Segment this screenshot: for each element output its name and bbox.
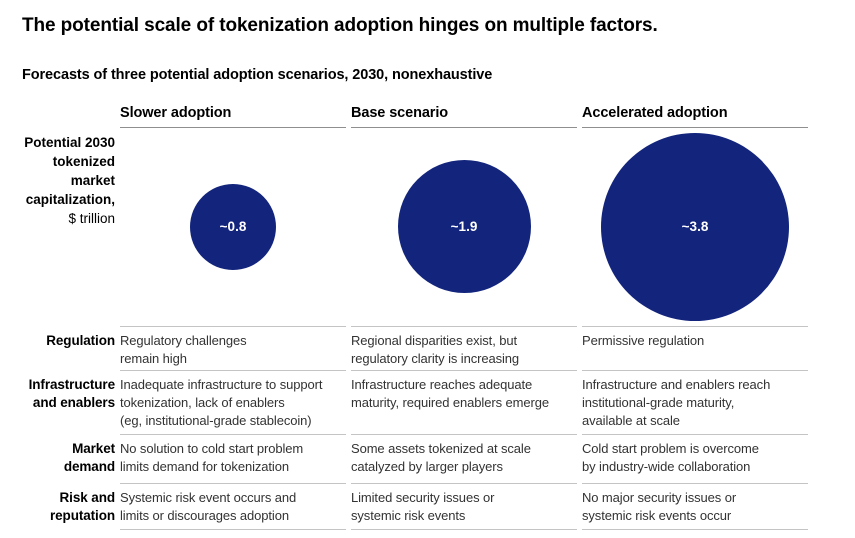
row-label-infrastructure: Infrastructure and enablers <box>28 376 115 410</box>
cell-regulation-slower: Regulatory challenges remain high <box>120 325 346 370</box>
cell-market-demand-slower: No solution to cold start problem limits… <box>120 433 346 483</box>
scenario-comparison-grid: Slower adoption Base scenario Accelerate… <box>22 100 831 530</box>
cell-market-demand-accelerated: Cold start problem is overcome by indust… <box>582 433 808 483</box>
bubble-value-accelerated: ~3.8 <box>681 219 709 235</box>
cell-infrastructure-slower: Inadequate infrastructure to support tok… <box>120 369 346 434</box>
column-header-accelerated-adoption: Accelerated adoption <box>582 100 808 128</box>
row-label-risk-reputation: Risk and reputation <box>50 489 115 523</box>
cell-risk-reputation-base: Limited security issues or systemic risk… <box>351 482 577 530</box>
bubble-cell-slower: ~0.8 <box>120 128 346 326</box>
bubble-value-base: ~1.9 <box>450 219 478 235</box>
cell-regulation-base: Regional disparities exist, but regulato… <box>351 325 577 370</box>
chart-subtitle: Forecasts of three potential adoption sc… <box>22 66 493 83</box>
cell-infrastructure-base: Infrastructure reaches adequate maturity… <box>351 369 577 434</box>
row-label-regulation: Regulation <box>46 332 115 348</box>
cell-infrastructure-accelerated: Infrastructure and enablers reach instit… <box>582 369 808 434</box>
metric-label-text: Potential 2030 tokenized market capitali… <box>24 134 115 208</box>
bubble-cell-accelerated: ~3.8 <box>582 128 808 326</box>
page-title: The potential scale of tokenization adop… <box>22 15 658 36</box>
cell-regulation-accelerated: Permissive regulation <box>582 325 808 370</box>
cell-market-demand-base: Some assets tokenized at scale catalyzed… <box>351 433 577 483</box>
column-header-slower-adoption: Slower adoption <box>120 100 346 128</box>
cell-risk-reputation-slower: Systemic risk event occurs and limits or… <box>120 482 346 530</box>
bubble-cell-base: ~1.9 <box>351 128 577 326</box>
metric-unit: $ trillion <box>68 211 115 227</box>
bubble-slower-adoption: ~0.8 <box>190 183 276 270</box>
header-spacer <box>22 100 115 128</box>
bubble-value-slower: ~0.8 <box>219 219 247 235</box>
bubble-base-scenario: ~1.9 <box>397 160 531 294</box>
bubble-accelerated-adoption: ~3.8 <box>601 132 789 321</box>
cell-risk-reputation-accelerated: No major security issues or systemic ris… <box>582 482 808 530</box>
column-header-base-scenario: Base scenario <box>351 100 577 128</box>
metric-label: Potential 2030 tokenized market capitali… <box>22 128 115 326</box>
row-label-market-demand: Market demand <box>63 440 115 474</box>
